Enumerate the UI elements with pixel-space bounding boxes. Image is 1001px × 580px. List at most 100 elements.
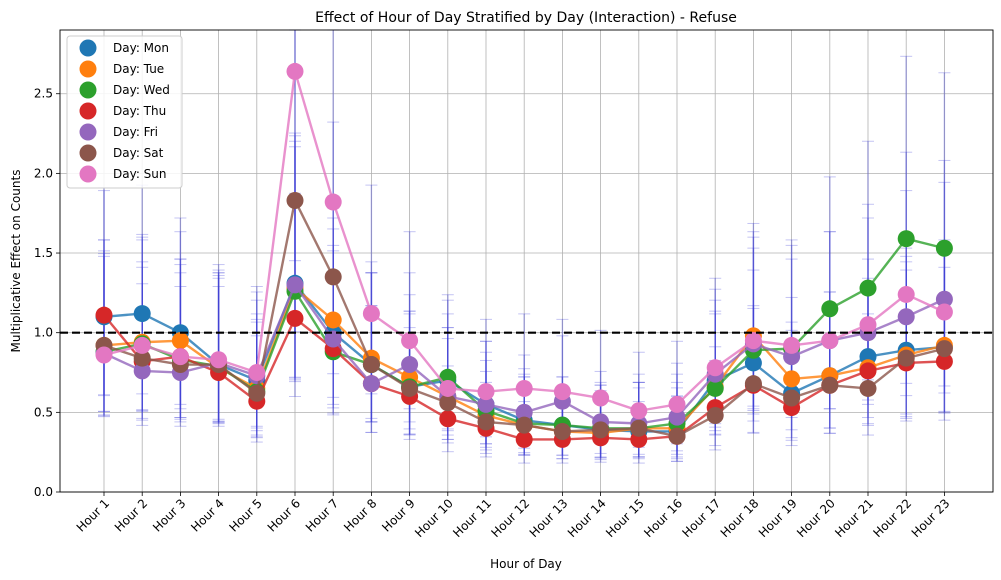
data-point bbox=[897, 285, 915, 303]
data-point bbox=[286, 191, 304, 209]
data-point bbox=[821, 332, 839, 350]
data-point bbox=[935, 303, 953, 321]
x-tick-label: Hour 2 bbox=[112, 496, 150, 534]
x-tick-label: Hour 16 bbox=[641, 496, 685, 540]
legend-label: Day: Tue bbox=[113, 62, 164, 76]
x-tick-label: Hour 9 bbox=[379, 496, 417, 534]
data-point bbox=[133, 336, 151, 354]
data-point bbox=[744, 332, 762, 350]
x-tick-label: Hour 20 bbox=[794, 496, 838, 540]
y-tick-label: 2.0 bbox=[34, 166, 53, 180]
legend-label: Day: Sat bbox=[113, 146, 164, 160]
x-tick-label: Hour 1 bbox=[74, 496, 112, 534]
data-point bbox=[744, 354, 762, 372]
data-point bbox=[439, 379, 457, 397]
y-tick-label: 0.0 bbox=[34, 485, 53, 499]
data-point bbox=[133, 305, 151, 323]
x-axis-label: Hour of Day bbox=[490, 557, 562, 571]
data-point bbox=[668, 408, 686, 426]
x-axis: Hour 1 Hour 2 Hour 3 Hour 4 Hour 5 Hour 6 Hour… bbox=[74, 492, 953, 540]
legend-marker bbox=[79, 123, 97, 141]
y-tick-label: 0.5 bbox=[34, 405, 53, 419]
data-point bbox=[362, 305, 380, 323]
data-point bbox=[248, 364, 266, 382]
x-tick-label: Hour 13 bbox=[527, 496, 571, 540]
data-point bbox=[133, 362, 151, 380]
legend: Day: Mon Day: Tue Day: Wed Day: Thu Day: Fri… bbox=[66, 35, 183, 189]
legend-label: Day: Mon bbox=[113, 41, 169, 55]
legend-label: Day: Sun bbox=[113, 167, 167, 181]
plot-frame bbox=[59, 29, 994, 493]
data-point bbox=[401, 356, 419, 374]
data-point bbox=[324, 311, 342, 329]
x-tick-label: Hour 3 bbox=[150, 496, 188, 534]
data-point bbox=[783, 336, 801, 354]
data-point bbox=[783, 389, 801, 407]
legend-marker bbox=[79, 60, 97, 78]
data-point bbox=[897, 308, 915, 326]
x-tick-label: Hour 10 bbox=[412, 496, 456, 540]
data-point bbox=[324, 193, 342, 211]
data-point bbox=[515, 403, 533, 421]
legend-marker bbox=[79, 39, 97, 57]
data-point bbox=[553, 422, 571, 440]
x-tick-label: Hour 14 bbox=[565, 496, 609, 540]
data-point bbox=[783, 370, 801, 388]
data-point bbox=[286, 309, 304, 327]
x-tick-label: Hour 15 bbox=[603, 496, 647, 540]
data-point bbox=[95, 306, 113, 324]
data-point bbox=[859, 279, 877, 297]
data-point bbox=[362, 375, 380, 393]
x-tick-label: Hour 19 bbox=[756, 496, 800, 540]
legend-marker bbox=[79, 102, 97, 120]
x-tick-label: Hour 18 bbox=[718, 496, 762, 540]
series-day-sat bbox=[95, 191, 953, 445]
data-point bbox=[515, 430, 533, 448]
legend-label: Day: Wed bbox=[113, 83, 170, 97]
data-point bbox=[439, 410, 457, 428]
data-point bbox=[706, 379, 724, 397]
data-point bbox=[210, 351, 228, 369]
data-point bbox=[897, 349, 915, 367]
data-point bbox=[401, 332, 419, 350]
data-point bbox=[744, 375, 762, 393]
data-point bbox=[668, 427, 686, 445]
data-point bbox=[668, 395, 686, 413]
data-point bbox=[95, 346, 113, 364]
data-point bbox=[477, 413, 495, 431]
data-point bbox=[477, 395, 495, 413]
data-point bbox=[324, 330, 342, 348]
data-point bbox=[821, 300, 839, 318]
legend-marker bbox=[79, 81, 97, 99]
data-point bbox=[935, 352, 953, 370]
y-axis: 0.0 0.5 1.0 1.5 2.0 2.5 bbox=[34, 87, 60, 499]
data-point bbox=[706, 359, 724, 377]
x-tick-label: Hour 7 bbox=[303, 496, 341, 534]
x-tick-label: Hour 22 bbox=[870, 496, 914, 540]
legend-marker bbox=[79, 144, 97, 162]
data-point bbox=[630, 402, 648, 420]
data-point bbox=[439, 394, 457, 412]
x-tick-label: Hour 23 bbox=[909, 496, 953, 540]
x-tick-label: Hour 4 bbox=[188, 496, 226, 534]
data-point bbox=[935, 290, 953, 308]
data-point bbox=[171, 332, 189, 350]
data-point bbox=[133, 349, 151, 367]
series-layer bbox=[95, 62, 953, 448]
data-point bbox=[630, 419, 648, 437]
y-tick-label: 1.0 bbox=[34, 326, 53, 340]
legend-marker bbox=[79, 165, 97, 183]
data-point bbox=[286, 276, 304, 294]
y-axis-label: Multiplicative Effect on Counts bbox=[9, 170, 23, 353]
data-point bbox=[477, 383, 495, 401]
data-point bbox=[592, 421, 610, 439]
data-point bbox=[706, 407, 724, 425]
data-point bbox=[553, 383, 571, 401]
data-point bbox=[859, 362, 877, 380]
data-point bbox=[859, 316, 877, 334]
x-tick-label: Hour 21 bbox=[832, 496, 876, 540]
data-point bbox=[935, 340, 953, 358]
legend-label: Day: Thu bbox=[113, 104, 166, 118]
x-tick-label: Hour 11 bbox=[450, 496, 494, 540]
